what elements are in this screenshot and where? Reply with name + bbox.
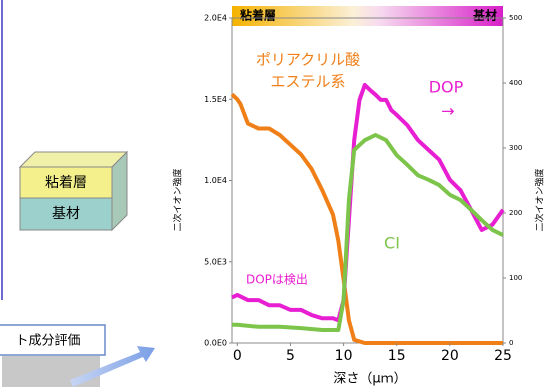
band-label: 基材 <box>472 8 497 23</box>
annotation: → <box>441 102 454 121</box>
annotation: CI <box>384 234 400 253</box>
x-axis-label: 深さ（μｍ） <box>333 372 406 387</box>
annotation: ポリアクリル酸 <box>256 51 360 69</box>
y2-axis-label: 二次イオン強度 <box>534 168 546 231</box>
page: 粘着層 基材 ト成分評価 粘着層 基材 二次イオン強度 二次イオン強度 深さ（μ… <box>0 0 554 387</box>
x-tick-label: 5 <box>286 348 295 364</box>
x-tick-label: 0 <box>233 348 242 364</box>
box-top <box>20 152 127 167</box>
y-tick-label: 5.0E3 <box>204 257 227 266</box>
layer-label: 粘着層 <box>45 175 87 191</box>
eval-label: ト成分評価 <box>15 334 80 349</box>
x-tick-label: 15 <box>388 348 406 364</box>
chart: 粘着層 基材 ト成分評価 粘着層 基材 二次イオン強度 二次イオン強度 深さ（μ… <box>0 0 554 387</box>
y-tick-label: 0.0E0 <box>204 339 227 348</box>
layer-label: 基材 <box>52 205 80 222</box>
annotation: エステル系 <box>270 73 345 91</box>
y2-tick-label: 300 <box>509 144 522 152</box>
x-tick-label: 25 <box>494 348 512 364</box>
y-tick-label: 2.0E4 <box>204 14 227 23</box>
annotation: DOPは検出 <box>246 273 308 287</box>
y2-tick-label: 0 <box>509 339 513 347</box>
y-tick-label: 1.5E4 <box>204 95 227 104</box>
band-label: 粘着層 <box>240 8 276 23</box>
y2-tick-label: 400 <box>509 79 522 87</box>
series-line <box>232 135 503 330</box>
y2-tick-label: 500 <box>509 14 522 22</box>
y-tick-label: 1.0E4 <box>204 176 227 185</box>
y2-tick-label: 100 <box>509 274 522 282</box>
y-axis-label: 二次イオン強度 <box>172 168 184 231</box>
eval-image <box>2 356 100 387</box>
x-tick-label: 20 <box>441 348 459 364</box>
x-tick-label: 10 <box>335 348 353 364</box>
y2-tick-label: 200 <box>509 209 522 217</box>
annotation: DOP <box>429 78 464 97</box>
